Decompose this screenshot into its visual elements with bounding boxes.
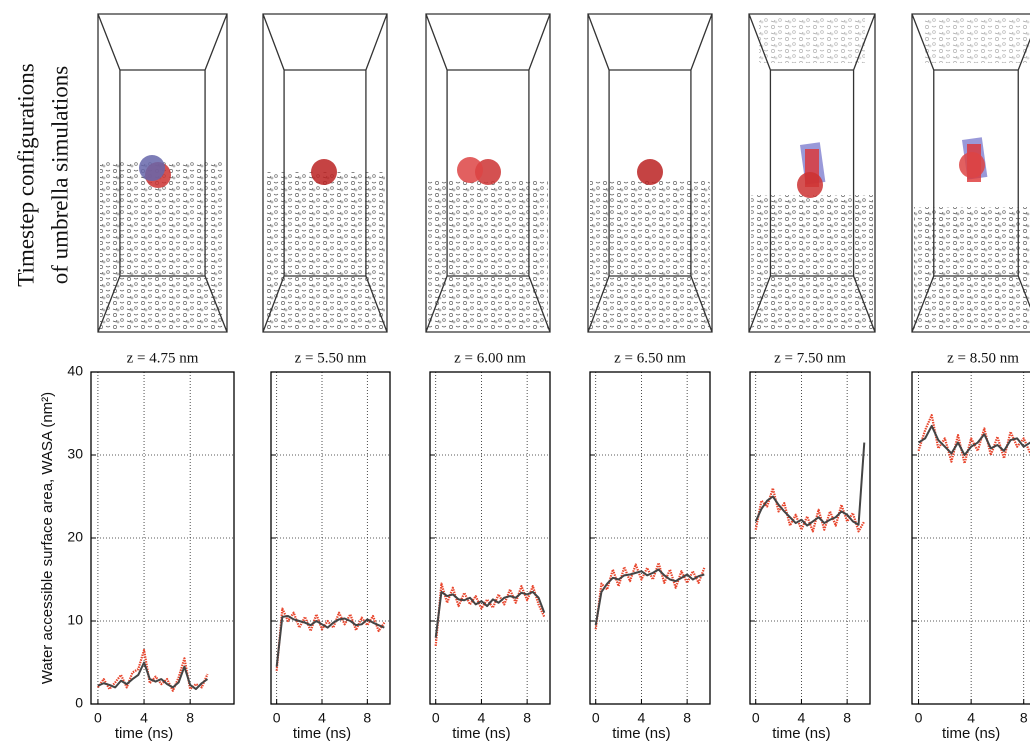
panel: 0 4 8 z = 6.00 nm time (ns)	[429, 350, 551, 742]
x-tick-label: 8	[683, 710, 691, 726]
sim-box	[425, 13, 551, 333]
x-tick-label: 0	[273, 710, 281, 726]
raw-line	[754, 487, 866, 533]
snapshot-label: of umbrella simulations	[47, 66, 72, 285]
raw-line	[594, 561, 706, 630]
x-tick-label: 4	[140, 710, 148, 726]
x-tick-label: 0	[94, 710, 102, 726]
x-axis-label: time (ns)	[942, 725, 1000, 742]
sim-box	[587, 13, 713, 333]
x-tick-label: 0	[752, 710, 760, 726]
plot-frame	[749, 371, 871, 705]
sim-box	[911, 13, 1030, 333]
x-axis-label: time (ns)	[115, 725, 173, 742]
sim-box	[262, 13, 388, 333]
water-slab	[428, 180, 548, 330]
y-axis-label: Water accessible surface area, WASA (nm²…	[39, 392, 56, 684]
sim-box	[97, 13, 228, 333]
x-tick-label: 8	[363, 710, 371, 726]
plot-frame	[270, 371, 391, 705]
plot-frame	[429, 371, 551, 705]
water-vapor	[759, 18, 865, 63]
panel: 0 4 8 z = 5.50 nm time (ns)	[270, 350, 391, 742]
x-tick-label: 8	[186, 710, 194, 726]
molecule	[797, 172, 823, 198]
x-tick-label: 4	[318, 710, 326, 726]
smooth-line	[97, 661, 209, 691]
x-axis-label: time (ns)	[293, 725, 351, 742]
x-tick-label: 4	[638, 710, 646, 726]
panel-title: z = 6.00 nm	[454, 350, 526, 366]
x-tick-label: 4	[798, 710, 806, 726]
panel-title: z = 6.50 nm	[614, 350, 686, 366]
x-tick-label: 8	[523, 710, 531, 726]
panel: 0 4 8 z = 8.50 nm time (ns)	[911, 350, 1030, 742]
x-tick-label: 4	[478, 710, 486, 726]
x-tick-label: 0	[915, 710, 923, 726]
y-tick-label: 0	[75, 695, 83, 711]
panel-title: z = 8.50 nm	[947, 350, 1019, 366]
y-tick-label: 30	[67, 446, 83, 462]
molecule	[311, 159, 337, 185]
y-tick-label: 20	[67, 529, 83, 545]
snapshot-label: Timestep configurations	[13, 63, 38, 286]
molecule	[457, 157, 483, 183]
water-slab	[751, 195, 873, 330]
panel: 0 4 8 z = 6.50 nm time (ns)	[589, 350, 711, 742]
smooth-line	[594, 568, 705, 626]
smooth-line	[434, 590, 546, 638]
plot-frame	[911, 371, 1030, 705]
y-tick-label: 10	[67, 612, 83, 628]
raw-line	[434, 582, 546, 647]
water-slab	[590, 180, 710, 330]
panel: 0 4 8 z = 7.50 nm time (ns)	[749, 350, 871, 742]
water-slab	[100, 162, 225, 330]
sim-box	[748, 13, 876, 333]
x-tick-label: 0	[432, 710, 440, 726]
snapshots	[97, 13, 1030, 333]
panel-title: z = 4.75 nm	[127, 350, 199, 366]
y-tick-label: 40	[67, 363, 83, 379]
water-slab	[265, 172, 385, 330]
x-tick-label: 0	[592, 710, 600, 726]
water-slab	[914, 207, 1030, 330]
plot-frame	[90, 371, 235, 705]
smooth-line	[754, 442, 866, 527]
panel-title: z = 5.50 nm	[295, 350, 367, 366]
smooth-line	[918, 424, 1030, 456]
x-axis-label: time (ns)	[452, 725, 510, 742]
molecule	[139, 155, 165, 181]
panel: 0 10 20 30 40 0 4 8 z = 4.75 nm time (ns) Water ac…	[39, 350, 235, 742]
water-vapor	[922, 18, 1030, 63]
x-tick-label: 4	[967, 710, 975, 726]
x-axis-label: time (ns)	[772, 725, 830, 742]
x-tick-label: 8	[843, 710, 851, 726]
molecule	[959, 152, 985, 178]
molecule	[637, 159, 663, 185]
smooth-line	[275, 615, 385, 667]
plot-frame	[589, 371, 711, 705]
x-tick-label: 8	[1020, 710, 1028, 726]
panel-title: z = 7.50 nm	[774, 350, 846, 366]
x-axis-label: time (ns)	[612, 725, 670, 742]
